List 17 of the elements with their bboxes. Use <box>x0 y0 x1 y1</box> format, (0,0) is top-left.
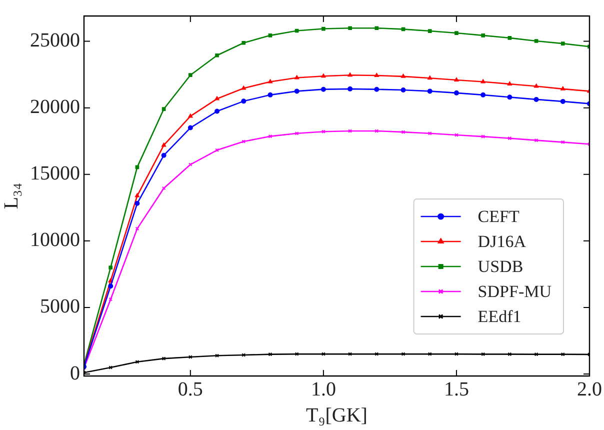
x-tick-label: 1.5 <box>444 378 469 400</box>
y-tick-label: 15000 <box>30 162 80 185</box>
x-tick-label: 1.0 <box>310 378 336 400</box>
y-tick-label: 25000 <box>30 30 80 52</box>
legend-label: USDB <box>478 256 524 276</box>
y-axis-title: L₃₄ <box>0 182 22 210</box>
y-tick-label: 5000 <box>40 296 80 318</box>
x-tick-label: 0.5 <box>178 378 203 400</box>
y-tick-label: 0 <box>70 362 80 384</box>
x-tick-label: 2.0 <box>577 378 602 400</box>
y-tick-label: 20000 <box>30 96 80 118</box>
legend-label: SDPF-MU <box>478 282 552 301</box>
legend-label: DJ16A <box>478 232 527 251</box>
legend-label: CEFT <box>478 206 520 226</box>
legend-label: EEdf1 <box>478 306 522 326</box>
x-axis-title: T₉[GK] <box>306 404 368 426</box>
y-tick-label: 10000 <box>30 229 80 252</box>
